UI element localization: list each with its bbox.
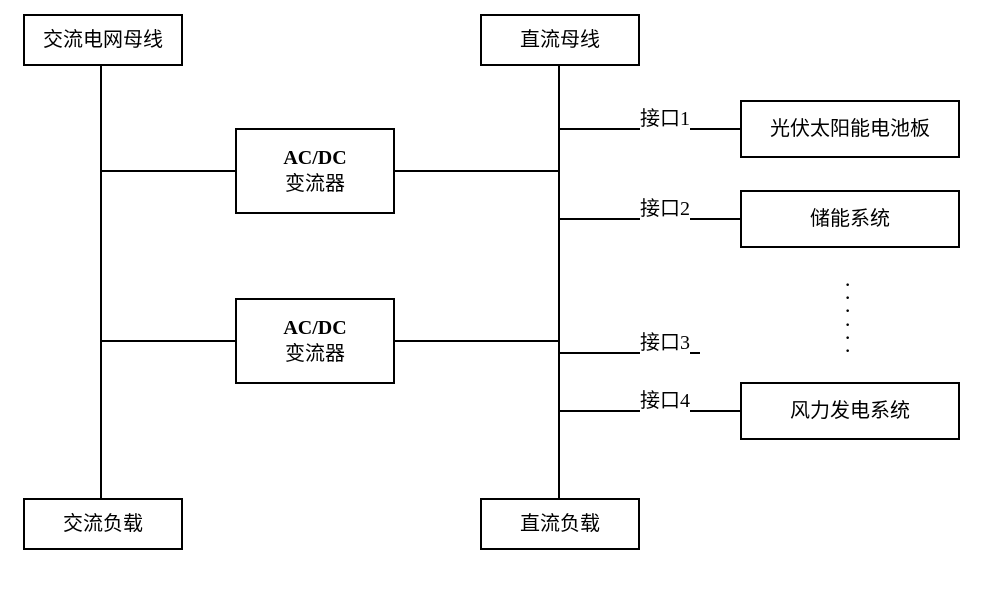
interface-4-label: 接口4 <box>640 384 690 413</box>
ac-bus-vline <box>100 66 102 498</box>
acdc-converter-bot-box: AC/DC 变流器 <box>235 298 395 384</box>
acdc-top-line2: 变流器 <box>285 173 345 195</box>
conv-to-dc-top <box>395 170 558 172</box>
acdc-top-line1: AC/DC <box>283 147 346 169</box>
interface-1-label: 接口1 <box>640 102 690 131</box>
ac-load-label: 交流负载 <box>63 511 143 537</box>
dc-bus-vline <box>558 66 560 498</box>
interface-3-label: 接口3 <box>640 326 690 355</box>
interface-2-label: 接口2 <box>640 192 690 221</box>
wind-box: 风力发电系统 <box>740 382 960 440</box>
acdc-bot-line2: 变流器 <box>285 343 345 365</box>
ac-grid-bus-box: 交流电网母线 <box>23 14 183 66</box>
ac-to-conv-bot <box>100 340 235 342</box>
acdc-bot-label: AC/DC 变流器 <box>283 315 346 367</box>
dc-bus-label: 直流母线 <box>520 27 600 53</box>
acdc-top-label: AC/DC 变流器 <box>283 145 346 197</box>
storage-label: 储能系统 <box>810 206 890 232</box>
acdc-converter-top-box: AC/DC 变流器 <box>235 128 395 214</box>
pv-panel-box: 光伏太阳能电池板 <box>740 100 960 158</box>
conv-to-dc-bot <box>395 340 558 342</box>
ac-load-box: 交流负载 <box>23 498 183 550</box>
storage-box: 储能系统 <box>740 190 960 248</box>
ac-to-conv-top <box>100 170 235 172</box>
pv-panel-label: 光伏太阳能电池板 <box>770 116 930 142</box>
wind-label: 风力发电系统 <box>790 398 910 424</box>
ellipsis-dots: · · · · · · <box>844 278 851 357</box>
ac-grid-bus-label: 交流电网母线 <box>43 27 163 53</box>
dc-load-label: 直流负载 <box>520 511 600 537</box>
dc-load-box: 直流负载 <box>480 498 640 550</box>
dc-bus-box: 直流母线 <box>480 14 640 66</box>
acdc-bot-line1: AC/DC <box>283 317 346 339</box>
power-system-diagram: 交流电网母线 直流母线 AC/DC 变流器 AC/DC 变流器 光伏太阳能电池板… <box>0 0 1000 609</box>
